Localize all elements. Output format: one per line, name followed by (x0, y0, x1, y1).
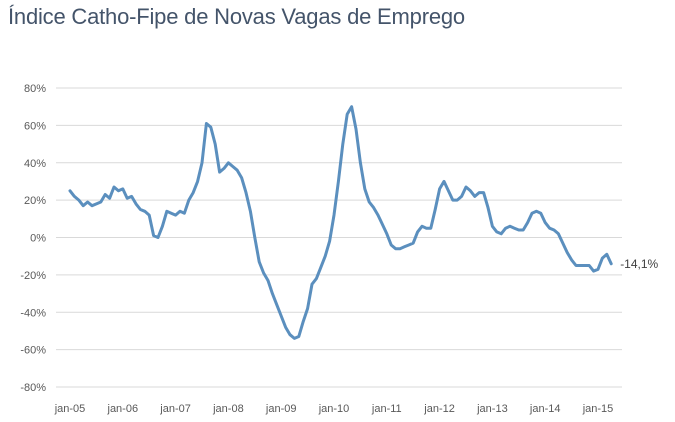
x-tick-label: jan-10 (318, 403, 350, 415)
x-tick-label: jan-15 (582, 403, 614, 415)
y-tick-label: -40% (20, 307, 46, 319)
y-tick-label: 60% (24, 120, 46, 132)
y-tick-label: -20% (20, 270, 46, 282)
y-axis-tick-labels: 80% 60% 40% 20% 0% -20% -40% -60% -80% (20, 83, 46, 394)
x-tick-label: jan-05 (54, 403, 86, 415)
x-tick-label: jan-12 (423, 403, 455, 415)
y-tick-label: 20% (24, 195, 46, 207)
y-tick-label: -80% (20, 382, 46, 394)
x-tick-label: jan-09 (265, 403, 297, 415)
x-axis-tick-labels: jan-05 jan-06 jan-07 jan-08 jan-09 jan-10 jan-… (54, 403, 614, 415)
series-line (68, 105, 613, 340)
y-tick-label: -60% (20, 345, 46, 357)
x-tick-label: jan-06 (107, 403, 139, 415)
chart-title: Índice Catho-Fipe de Novas Vagas de Empr… (8, 4, 465, 29)
x-tick-label: jan-08 (212, 403, 244, 415)
y-tick-label: 40% (24, 158, 46, 170)
x-tick-label: jan-14 (529, 403, 561, 415)
y-tick-label: 0% (30, 233, 46, 245)
y-tick-label: 80% (24, 83, 46, 95)
gridlines (56, 87, 622, 388)
last-value-label: -14,1% (620, 257, 658, 271)
x-tick-label: jan-07 (159, 403, 191, 415)
x-tick-label: jan-13 (476, 403, 508, 415)
x-tick-label: jan-11 (371, 403, 402, 415)
